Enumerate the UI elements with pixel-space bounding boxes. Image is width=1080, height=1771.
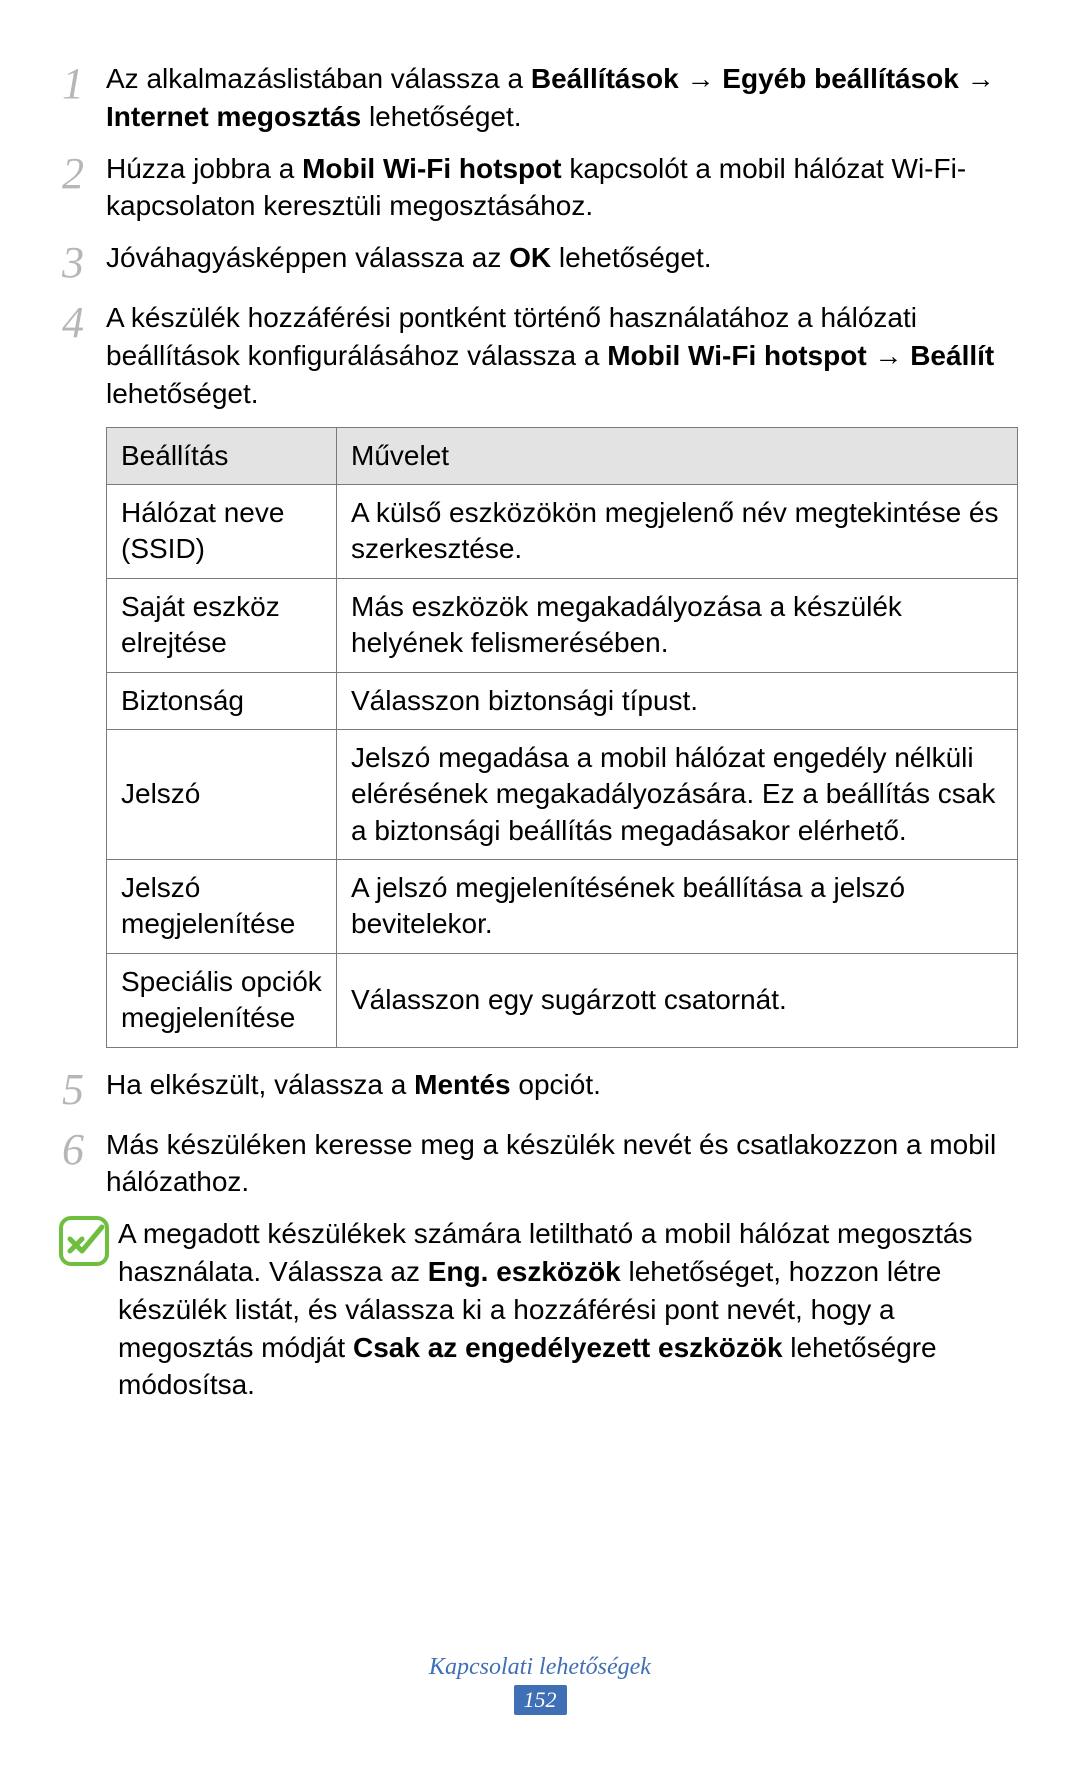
table-cell-setting: Jelszó — [107, 729, 337, 859]
step-1: 1 Az alkalmazáslistában válassza a Beáll… — [62, 60, 1018, 136]
table-row: Speciális opciók megjelenítése Válasszon… — [107, 953, 1018, 1047]
footer-page-number: 152 — [514, 1685, 567, 1715]
step-5: 5 Ha elkészült, válassza a Mentés opciót… — [62, 1066, 1018, 1112]
note-text: A megadott készülékek számára letiltható… — [118, 1215, 1018, 1404]
table-cell-action: A külső eszközökön megjelenő név megteki… — [337, 484, 1018, 578]
table-row: Hálózat neve (SSID) A külső eszközökön m… — [107, 484, 1018, 578]
step-number: 3 — [62, 239, 106, 285]
step-text: Az alkalmazáslistában válassza a Beállít… — [106, 60, 1018, 136]
step-text: Ha elkészült, válassza a Mentés opciót. — [106, 1066, 1018, 1104]
table-header-action: Művelet — [337, 427, 1018, 484]
settings-table: Beállítás Művelet Hálózat neve (SSID) A … — [106, 427, 1018, 1048]
table-header-setting: Beállítás — [107, 427, 337, 484]
step-number: 1 — [62, 60, 106, 106]
step-text: A készülék hozzáférési pontként történő … — [106, 299, 1018, 412]
step-3: 3 Jóváhagyásképpen válassza az OK lehető… — [62, 239, 1018, 285]
page-footer: Kapcsolati lehetőségek 152 — [0, 1654, 1080, 1715]
step-number: 2 — [62, 150, 106, 196]
table-header-row: Beállítás Művelet — [107, 427, 1018, 484]
table-row: Jelszó Jelszó megadása a mobil hálózat e… — [107, 729, 1018, 859]
step-6: 6 Más készüléken keresse meg a készülék … — [62, 1126, 1018, 1202]
table-cell-action: Más eszközök megakadályozása a készülék … — [337, 578, 1018, 672]
note-block: A megadott készülékek számára letiltható… — [58, 1215, 1018, 1404]
step-number: 5 — [62, 1066, 106, 1112]
footer-section: Kapcsolati lehetőségek — [0, 1654, 1080, 1681]
table-cell-setting: Jelszó megjelenítése — [107, 860, 337, 954]
note-icon — [58, 1215, 110, 1267]
step-2: 2 Húzza jobbra a Mobil Wi-Fi hotspot kap… — [62, 150, 1018, 226]
step-text: Húzza jobbra a Mobil Wi-Fi hotspot kapcs… — [106, 150, 1018, 226]
step-4: 4 A készülék hozzáférési pontként történ… — [62, 299, 1018, 412]
table-cell-setting: Biztonság — [107, 672, 337, 729]
step-text: Más készüléken keresse meg a készülék ne… — [106, 1126, 1018, 1202]
table-cell-setting: Hálózat neve (SSID) — [107, 484, 337, 578]
steps-list-2: 5 Ha elkészült, válassza a Mentés opciót… — [62, 1066, 1018, 1202]
table-cell-action: Válasszon biztonsági típust. — [337, 672, 1018, 729]
step-number: 6 — [62, 1126, 106, 1172]
table-cell-action: Válasszon egy sugárzott csatornát. — [337, 953, 1018, 1047]
table-row: Saját eszköz elrejtése Más eszközök mega… — [107, 578, 1018, 672]
step-text: Jóváhagyásképpen válassza az OK lehetősé… — [106, 239, 1018, 277]
steps-list-1: 1 Az alkalmazáslistában válassza a Beáll… — [62, 60, 1018, 413]
table-cell-action: Jelszó megadása a mobil hálózat engedély… — [337, 729, 1018, 859]
table-row: Biztonság Válasszon biztonsági típust. — [107, 672, 1018, 729]
step-number: 4 — [62, 299, 106, 345]
table-cell-action: A jelszó megjelenítésének beállítása a j… — [337, 860, 1018, 954]
table-cell-setting: Saját eszköz elrejtése — [107, 578, 337, 672]
table-cell-setting: Speciális opciók megjelenítése — [107, 953, 337, 1047]
table-row: Jelszó megjelenítése A jelszó megjelenít… — [107, 860, 1018, 954]
